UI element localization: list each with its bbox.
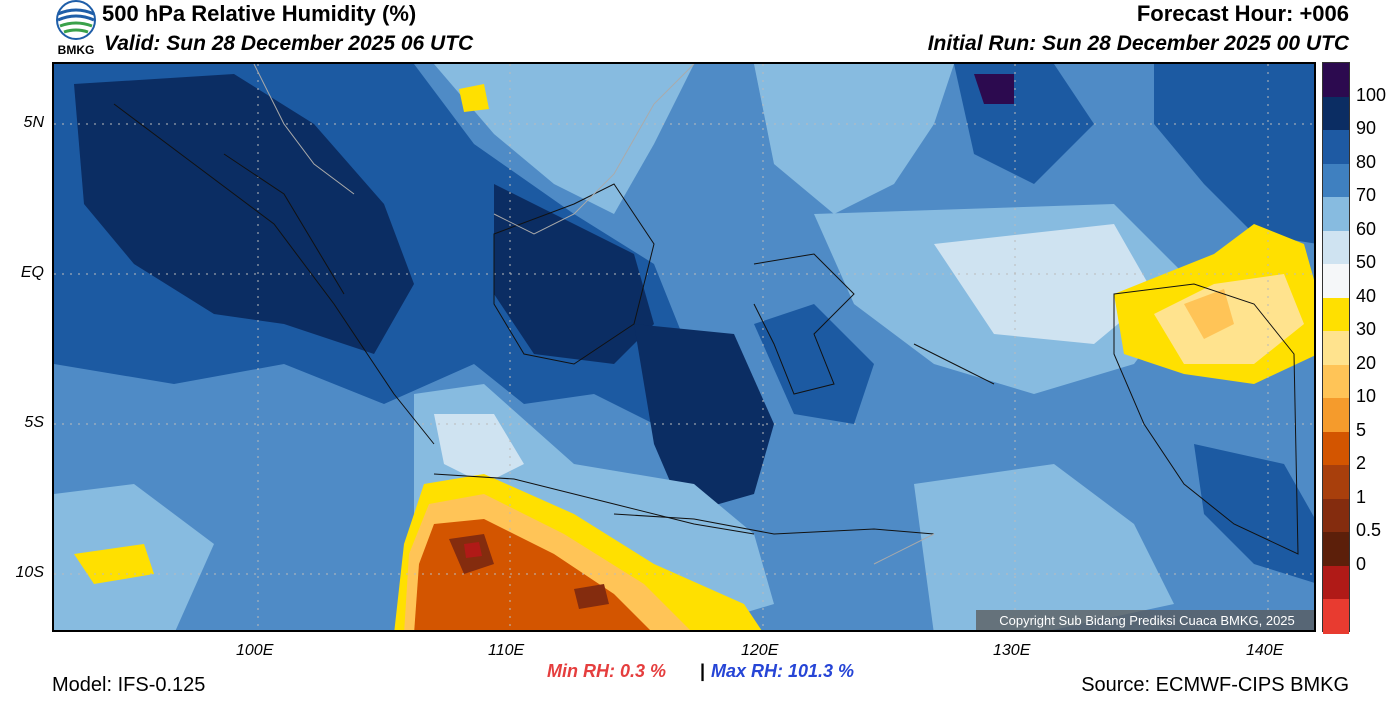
- colorbar-label: 2: [1356, 453, 1367, 474]
- lat-label-5n: 5N: [23, 114, 44, 131]
- colorbar: [1322, 62, 1350, 634]
- colorbar-label: 10: [1356, 386, 1377, 407]
- colorbar-label: 0: [1356, 553, 1367, 574]
- colorbar-segment: [1323, 130, 1349, 165]
- colorbar-label: 70: [1356, 185, 1377, 206]
- lon-label-140e: 140E: [1246, 642, 1284, 659]
- colorbar-segment: [1323, 163, 1349, 199]
- min-rh: Min RH: 0.3 %: [547, 661, 667, 681]
- colorbar-label: 20: [1356, 352, 1377, 373]
- colorbar-label: 40: [1356, 285, 1377, 306]
- bmkg-logo: BMKG: [52, 0, 100, 60]
- stats-separator: |: [700, 661, 706, 681]
- colorbar-segment: [1323, 297, 1349, 333]
- colorbar-label: 90: [1356, 118, 1377, 139]
- lon-label-110e: 110E: [488, 642, 525, 659]
- colorbar-segment: [1323, 398, 1349, 433]
- colorbar-segment: [1323, 431, 1349, 467]
- colorbar-segment: [1323, 565, 1349, 601]
- colorbar-label: 50: [1356, 252, 1377, 273]
- colorbar-segment: [1323, 96, 1349, 132]
- colorbar-label: 30: [1356, 319, 1377, 340]
- colorbar-label: 0.5: [1356, 520, 1382, 541]
- valid-time: Valid: Sun 28 December 2025 06 UTC: [104, 32, 474, 55]
- map-title: 500 hPa Relative Humidity (%): [102, 1, 417, 26]
- colorbar-segment: [1323, 465, 1349, 500]
- lat-label-10s: 10S: [15, 564, 44, 581]
- colorbar-segment: [1323, 498, 1349, 534]
- colorbar-segment: [1323, 230, 1349, 266]
- forecast-hour: Forecast Hour: +006: [1136, 1, 1349, 26]
- colorbar-segment: [1323, 599, 1349, 634]
- lon-label-130e: 130E: [993, 642, 1031, 659]
- colorbar-segment: [1323, 63, 1349, 98]
- source-label: Source: ECMWF-CIPS BMKG: [1081, 674, 1349, 696]
- colorbar-segment: [1323, 364, 1349, 400]
- lon-label-120e: 120E: [741, 642, 779, 659]
- colorbar-label: 100: [1356, 84, 1387, 105]
- initial-run: Initial Run: Sun 28 December 2025 00 UTC: [927, 32, 1349, 55]
- lat-label-eq: EQ: [20, 264, 44, 281]
- copyright-notice: Copyright Sub Bidang Prediksi Cuaca BMKG…: [976, 610, 1314, 630]
- colorbar-label: 1: [1356, 486, 1367, 507]
- logo-text: BMKG: [57, 43, 95, 57]
- colorbar-label: 80: [1356, 151, 1377, 172]
- colorbar-segment: [1323, 197, 1349, 232]
- colorbar-label: 5: [1356, 419, 1367, 440]
- humidity-field: [54, 64, 1314, 630]
- model-label: Model: IFS-0.125: [52, 674, 206, 696]
- lon-label-100e: 100E: [236, 642, 274, 659]
- colorbar-segment: [1323, 264, 1349, 299]
- colorbar-segment: [1323, 532, 1349, 567]
- max-rh: Max RH: 101.3 %: [711, 661, 855, 681]
- humidity-map: Copyright Sub Bidang Prediksi Cuaca BMKG…: [52, 62, 1316, 632]
- lat-label-5s: 5S: [24, 414, 44, 431]
- colorbar-segment: [1323, 331, 1349, 366]
- colorbar-label: 60: [1356, 218, 1377, 239]
